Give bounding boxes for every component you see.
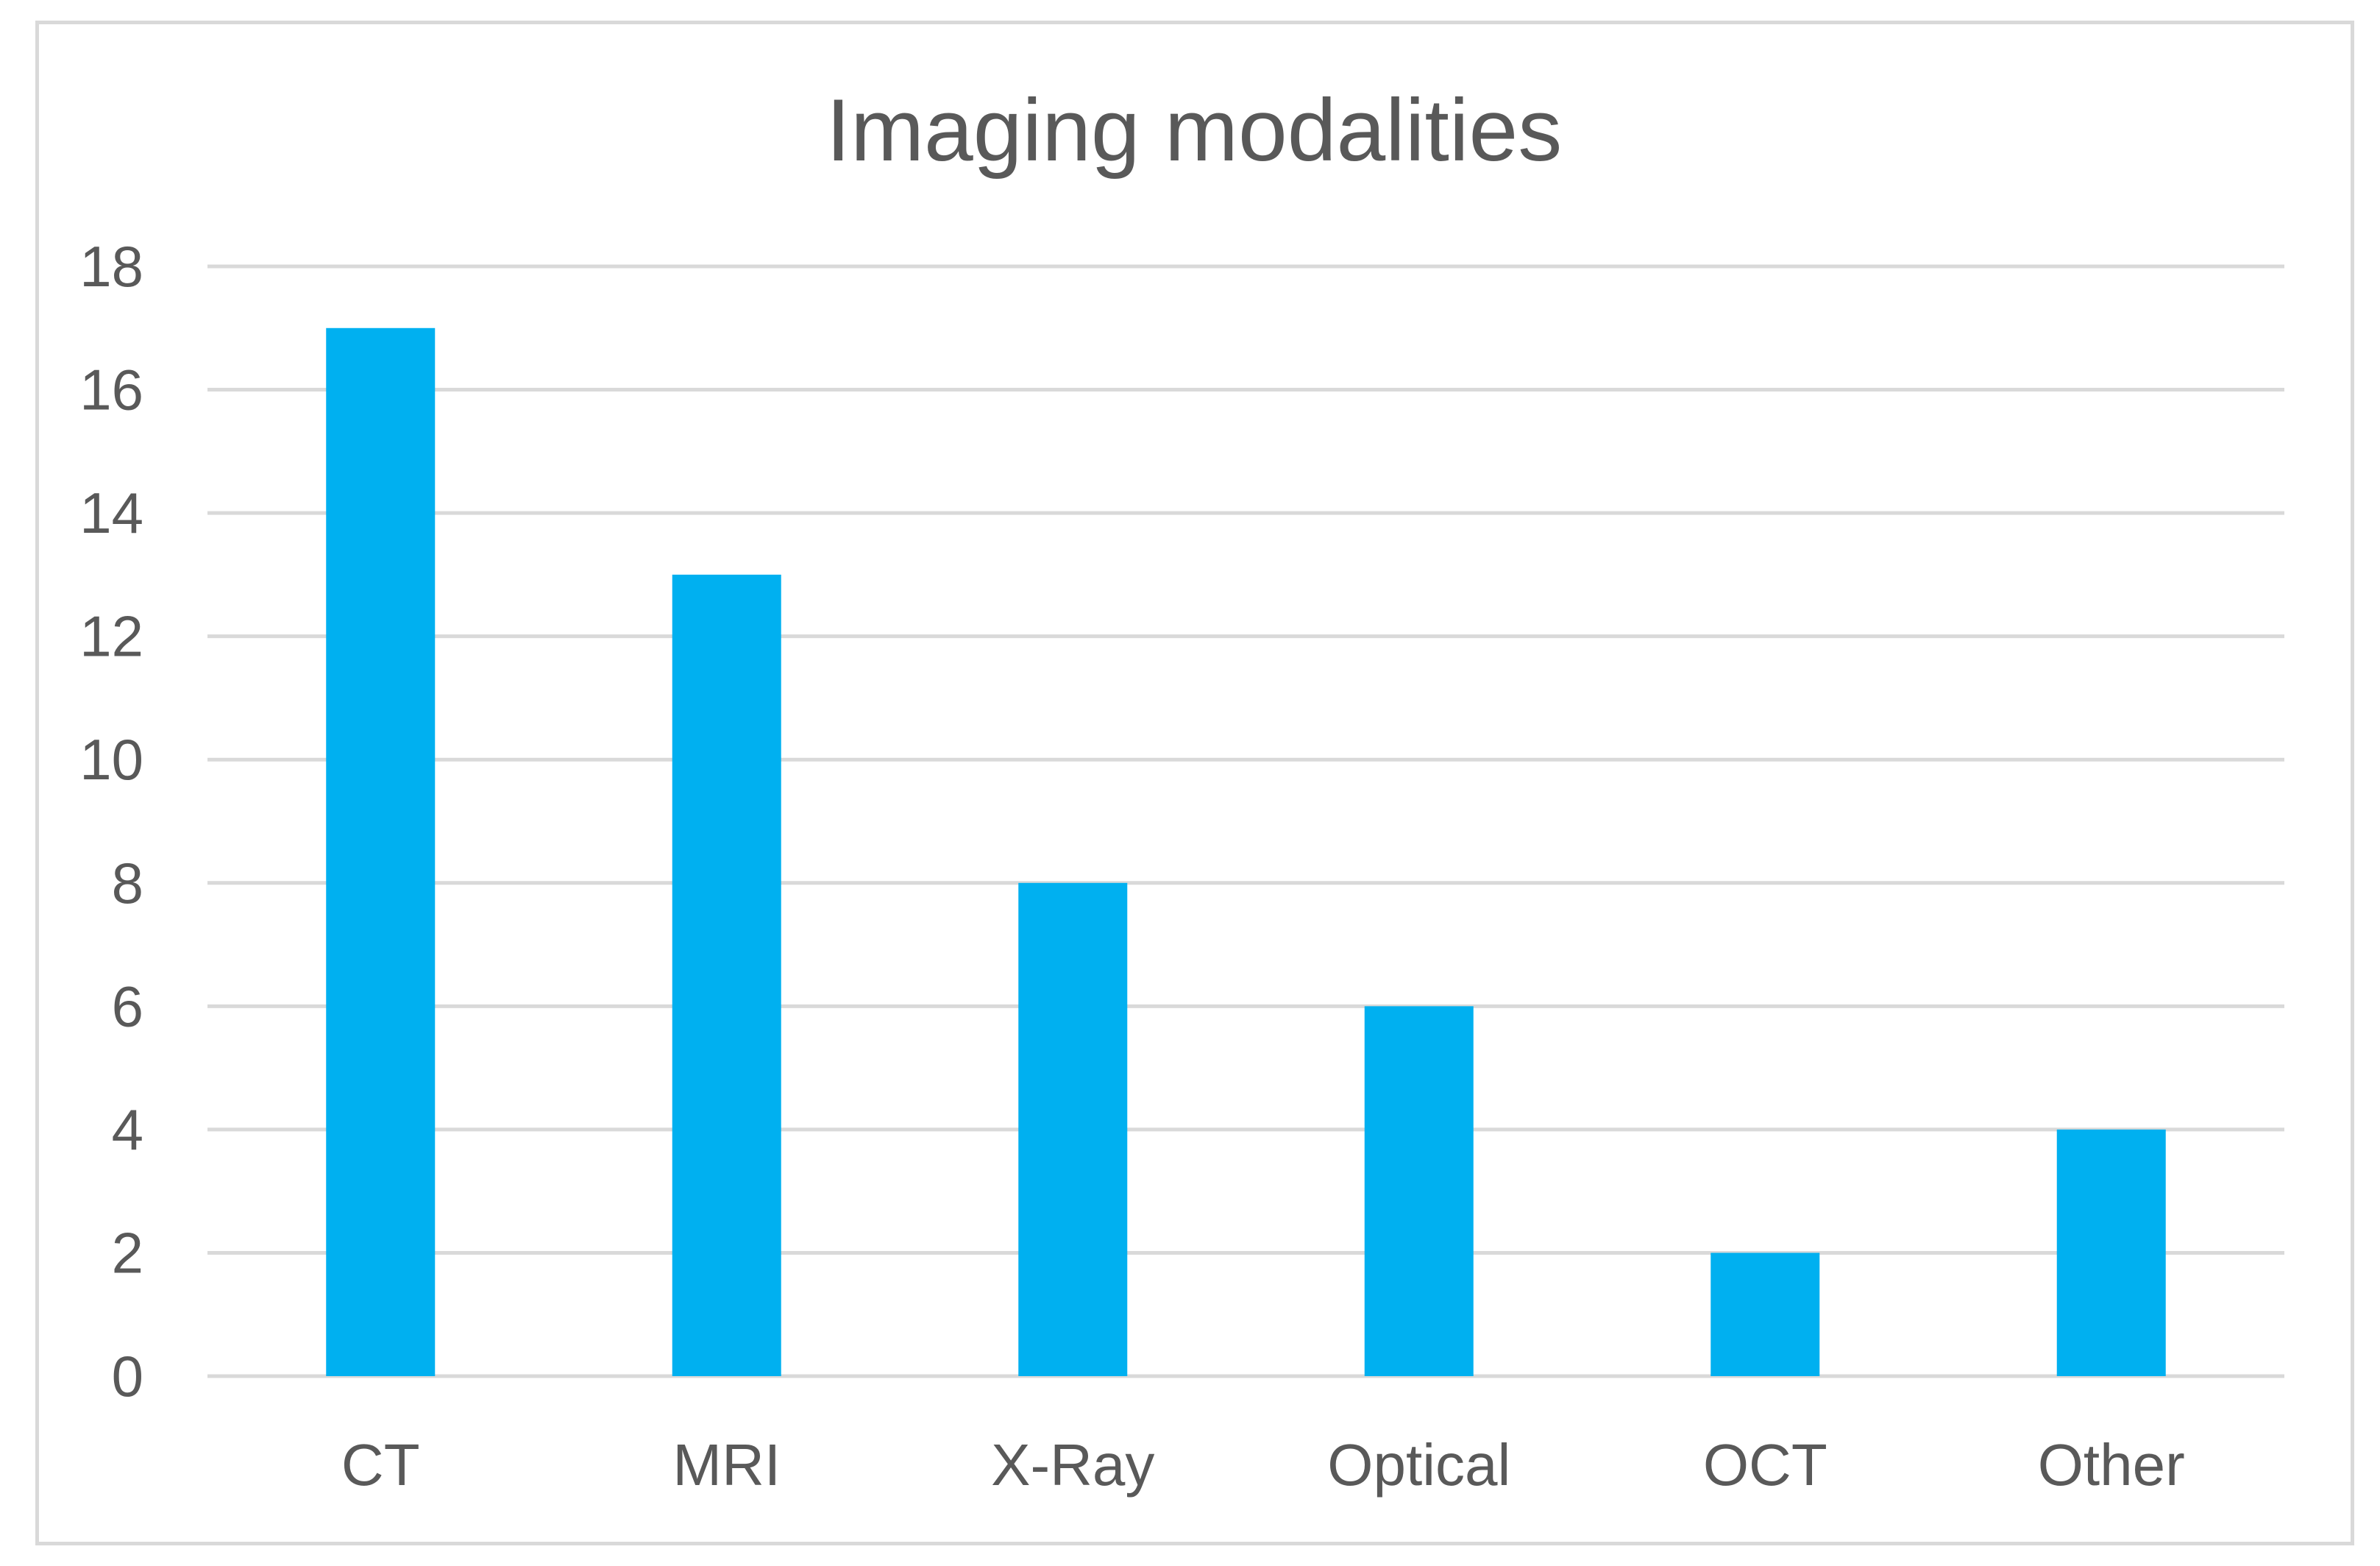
bar-oct bbox=[1711, 1253, 1820, 1376]
y-tick-label: 14 bbox=[79, 481, 143, 545]
bars bbox=[326, 327, 2166, 1376]
y-tick-label: 2 bbox=[112, 1220, 143, 1285]
gridlines bbox=[207, 264, 2284, 1378]
x-tick-label: CT bbox=[341, 1432, 420, 1498]
y-tick-label: 6 bbox=[112, 974, 143, 1038]
x-tick-label: OCT bbox=[1703, 1432, 1827, 1498]
y-tick-label: 4 bbox=[112, 1097, 143, 1162]
y-tick-label: 18 bbox=[79, 234, 143, 299]
bar-ct bbox=[326, 327, 436, 1376]
bar-mri bbox=[672, 574, 781, 1376]
y-tick-label: 8 bbox=[112, 851, 143, 915]
x-tick-label: X-Ray bbox=[991, 1432, 1154, 1498]
x-tick-label: Other bbox=[2038, 1432, 2185, 1498]
x-tick-label: MRI bbox=[672, 1432, 781, 1498]
x-tick-label: Optical bbox=[1327, 1432, 1510, 1498]
y-axis-ticks: 0 2 4 6 8 10 12 14 16 18 bbox=[79, 234, 143, 1409]
y-tick-label: 12 bbox=[79, 604, 143, 669]
y-tick-label: 16 bbox=[79, 358, 143, 422]
chart-title: Imaging modalities bbox=[826, 81, 1563, 180]
y-tick-label: 10 bbox=[79, 727, 143, 792]
y-tick-label: 0 bbox=[112, 1344, 143, 1409]
bar-other bbox=[2056, 1129, 2166, 1376]
bar-optical bbox=[1364, 1006, 1474, 1376]
x-axis-labels: CT MRI X-Ray Optical OCT Other bbox=[341, 1432, 2185, 1498]
bar-x-ray bbox=[1018, 882, 1128, 1376]
